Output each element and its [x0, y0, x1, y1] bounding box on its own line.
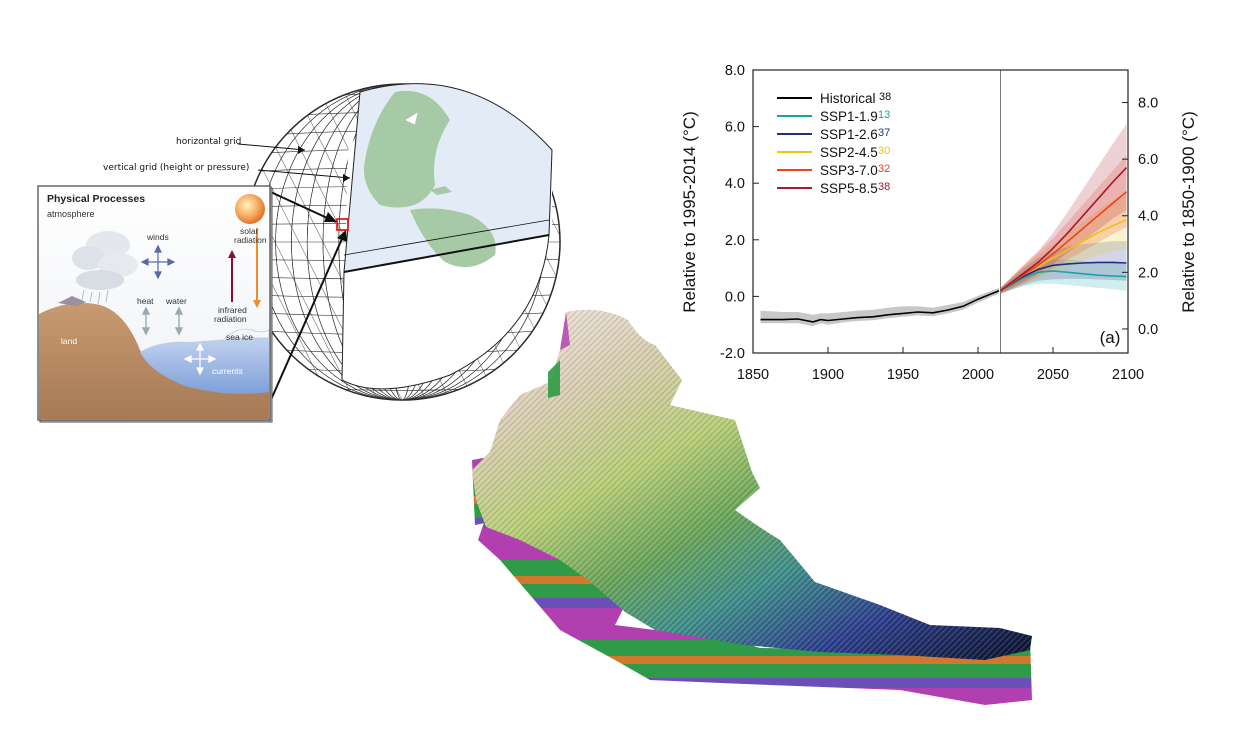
cloud-shape [72, 231, 138, 305]
y-left-tick-label: 8.0 [725, 63, 745, 79]
sea-ice-shape [224, 328, 270, 339]
y-left-tick-label: 2.0 [725, 233, 745, 249]
x-tick-label: 2000 [962, 367, 994, 383]
line-ssp1-2.6 [1000, 261, 1127, 292]
x-tick-label: 2050 [1037, 367, 1069, 383]
band-ssp1-2.6 [1000, 241, 1127, 294]
y-right-tick-label: 6.0 [1138, 152, 1158, 168]
y-right-tick-label: 4.0 [1138, 209, 1158, 225]
legend-count: 30 [878, 145, 890, 157]
y-left-tick-label: 0.0 [725, 289, 745, 305]
terrain-block [472, 309, 1032, 705]
legend-label: SSP3-7.0 [820, 163, 878, 178]
vertical-grid-arrow [257, 169, 351, 179]
sun-icon [235, 194, 265, 224]
x-tick-label: 1950 [887, 367, 919, 383]
y-right-tick-label: 8.0 [1138, 96, 1158, 112]
y-right-tick-label: 0.0 [1138, 322, 1158, 338]
axis-ticks: 1850 1900 1950 2000 2050 2100 -2.0 0.0 2.0 4.0 6.0… [720, 63, 1158, 383]
band-ssp2-4.5 [1000, 191, 1127, 294]
x-tick-label: 2100 [1112, 367, 1144, 383]
vertical-grid-label: vertical grid (height or pressure) [103, 163, 249, 173]
legend-count: 37 [878, 127, 890, 139]
physical-processes-inset: Physical Processes atmosphere winds sola… [37, 185, 273, 423]
inset-pointer-arrow [269, 231, 346, 403]
plot-frame [752, 69, 1129, 354]
warming-projection-chart: 1850 1900 1950 2000 2050 2100 -2.0 0.0 2.0 4.0 6.0… [680, 63, 1198, 383]
legend-label: SSP5-8.5 [820, 181, 878, 196]
globe-grid [243, 83, 561, 401]
uncertainty-bands [760, 123, 1127, 327]
globe-annotations: horizontal grid vertical grid (height or… [103, 137, 351, 403]
solar-label-1: solar [240, 226, 259, 236]
line-ssp3-7.0 [1000, 191, 1128, 292]
legend-count: 38 [878, 181, 890, 193]
y-left-tick-label: -2.0 [720, 346, 745, 362]
inset-subtitle: atmosphere [47, 209, 95, 219]
y-right-tick-label: 2.0 [1138, 265, 1158, 281]
legend-count: 13 [878, 109, 890, 121]
band-ssp1-1.9 [1000, 259, 1127, 294]
terrain-strata-side [472, 455, 1032, 705]
heat-arrows-icon [141, 306, 151, 336]
water-arrows-icon [174, 306, 184, 336]
y-axis-label-right: Relative to 1850-1900 (°C) [1179, 111, 1198, 312]
legend-label: SSP2-4.5 [820, 145, 878, 160]
winds-label: winds [146, 232, 169, 242]
land-label: land [61, 336, 77, 346]
line-ssp5-8.5 [1000, 167, 1128, 292]
line-ssp1-1.9 [1000, 270, 1127, 292]
legend-count: 38 [879, 91, 891, 103]
solar-label-2: radiation [234, 235, 267, 245]
currents-label: currents [212, 366, 243, 376]
panel-label: (a) [1100, 328, 1121, 347]
cell-pointer-arrow [261, 187, 337, 223]
x-tick-label: 1900 [812, 367, 844, 383]
legend-label: SSP1-2.6 [820, 127, 878, 142]
x-tick-label: 1850 [737, 367, 769, 383]
infrared-label-2: radiation [214, 314, 247, 324]
band-historical [760, 287, 999, 327]
infrared-label-1: infrared [218, 305, 247, 315]
currents-icon [183, 342, 217, 376]
series-lines [760, 167, 1128, 323]
y-left-tick-label: 6.0 [725, 120, 745, 136]
band-ssp3-7.0 [1000, 154, 1127, 294]
inset-title: Physical Processes [47, 193, 145, 205]
earth-cutaway [341, 83, 553, 390]
heat-label: heat [137, 296, 154, 306]
horizontal-grid-label: horizontal grid [176, 137, 241, 147]
horizontal-grid-arrow [237, 143, 306, 151]
winds-icon [140, 244, 176, 280]
y-axis-label-left: Relative to 1995-2014 (°C) [680, 111, 699, 312]
water-label: water [165, 296, 187, 306]
sea-ice-label: sea ice [226, 332, 253, 342]
band-ssp5-8.5 [1000, 123, 1127, 294]
grid-cell-highlight [336, 218, 349, 231]
legend-count: 32 [878, 163, 890, 175]
legend-label: SSP1-1.9 [820, 109, 878, 124]
line-historical [760, 289, 1000, 323]
legend-label: Historical [820, 91, 876, 106]
y-left-tick-label: 4.0 [725, 176, 745, 192]
